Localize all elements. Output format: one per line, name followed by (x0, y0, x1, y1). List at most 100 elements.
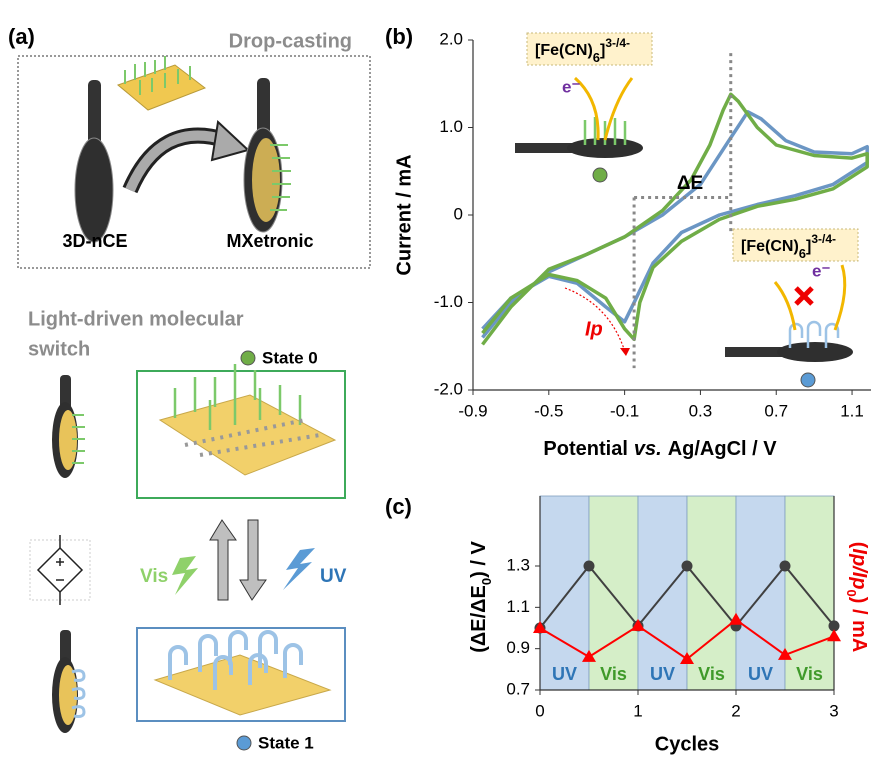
uv-bolt (283, 548, 315, 590)
y-tick-label: 0.9 (506, 638, 530, 657)
panel-label: (a) (8, 24, 35, 49)
electrode-handle (515, 143, 575, 153)
switch-title: Light-driven molecular (28, 308, 244, 330)
series-line (483, 94, 868, 344)
ip-label: Ip (585, 318, 603, 340)
electrode-state0 (52, 375, 85, 478)
block-mark (796, 288, 812, 304)
y-tick-label: 0 (454, 204, 463, 223)
x-tick-label: 1.1 (840, 401, 864, 420)
electron-path (575, 78, 632, 140)
cycle-chart: (c) UV Vis UV Vis UV Vis 0.7 0.9 1.1 1.3 0 1 2 3 Cycles… (385, 494, 870, 755)
down-arrow (240, 520, 266, 600)
y2-axis-label: (Ip/Ip0) / mA (844, 542, 870, 653)
x-tick-label: -0.1 (610, 401, 639, 420)
y-axis-label-part: 0 (479, 578, 494, 585)
product-label: MXetronic (226, 231, 313, 251)
band-label: UV (552, 664, 577, 684)
electrode-label: 3D-nCE (62, 231, 127, 251)
state1-lattice (155, 632, 330, 715)
mxene-flake (118, 56, 205, 110)
state1-dot (237, 736, 251, 750)
band (785, 496, 834, 690)
x-axis-label: Potential vs. Ag/AgCl / V (543, 438, 777, 460)
electron-label: e⁻ (562, 77, 580, 96)
band (589, 496, 638, 690)
point (780, 561, 791, 572)
electrode-state1 (52, 630, 84, 733)
cv-chart: (b) 2.0 1.0 0 -1.0 -2.0 -0.9 -0.5 -0.1 0.3 0.7 1.1 Δ… (385, 24, 871, 460)
uv-label: UV (320, 566, 347, 587)
y-axis-label-part: (ΔE/ΔE (468, 585, 490, 653)
vis-label: Vis (140, 566, 168, 587)
ip-arrowhead (620, 348, 630, 356)
band-label: Vis (698, 664, 725, 684)
electron-label: e⁻ (812, 261, 830, 280)
y-tick-label: -2.0 (434, 379, 463, 398)
electrode-disk (777, 342, 853, 362)
y-tick-label: -1.0 (434, 292, 463, 311)
electrode-handle (725, 347, 785, 357)
band-label: UV (650, 664, 675, 684)
y2-axis-label-part: Ip/Ip (848, 548, 870, 589)
drop-casting-title: Drop-casting (229, 30, 352, 52)
y-tick-label: 1.0 (439, 117, 463, 136)
y2-axis-label-part: ) / mA (848, 597, 870, 653)
page: (a) Drop-casting 3D-nCE MXetronic Light-… (0, 0, 880, 763)
x-tick-label: -0.5 (534, 401, 563, 420)
x-tick-label: 1 (633, 701, 642, 720)
y-tick-label: 1.1 (506, 597, 530, 616)
band-label: UV (748, 664, 773, 684)
complex-label-part: 3-/4- (811, 232, 836, 246)
x-axis-label-part: Potential (543, 438, 627, 460)
x-axis-label-part: Ag/AgCl / V (668, 438, 778, 460)
x-axis-label-part: vs. (634, 438, 662, 460)
circuit-symbol (30, 535, 90, 605)
point (584, 561, 595, 572)
delta-e-label: ΔE (677, 173, 703, 194)
x-tick-label: -0.9 (458, 401, 487, 420)
x-tick-label: 0 (535, 701, 544, 720)
band-label: Vis (796, 664, 823, 684)
complex-label-part: 3-/4- (605, 36, 630, 50)
electron-path (775, 265, 845, 330)
band (736, 496, 785, 690)
state0-dot (241, 351, 255, 365)
vis-bolt (172, 556, 198, 595)
up-arrow (210, 520, 236, 600)
x-tick-label: 2 (731, 701, 740, 720)
y-axis-label: (ΔE/ΔE0) / V (468, 541, 494, 653)
y-tick-label: 1.3 (506, 555, 530, 574)
band (638, 496, 687, 690)
panel-label: (b) (385, 24, 413, 49)
band (540, 496, 589, 690)
state1-dot (801, 373, 815, 387)
x-tick-label: 3 (829, 701, 838, 720)
y-tick-label: 2.0 (439, 29, 463, 48)
band (687, 496, 736, 690)
x-tick-label: 0.3 (689, 401, 713, 420)
complex-label-part: [Fe(CN) (535, 42, 593, 59)
electrode-bare (75, 80, 113, 242)
complex-label-part: 6 (593, 50, 600, 65)
x-tick-label: 0.7 (764, 401, 788, 420)
state0-dot (593, 168, 607, 182)
y-axis-label: Current / mA (393, 154, 415, 275)
complex-label-part: [Fe(CN) (741, 238, 799, 255)
y-axis-label-part: ) / V (468, 541, 490, 578)
state1-label: State 1 (258, 733, 314, 752)
panel-label: (c) (385, 494, 412, 519)
electrode-modified (244, 78, 291, 232)
y-tick-label: 0.7 (506, 679, 530, 698)
figure: (a) Drop-casting 3D-nCE MXetronic Light-… (0, 0, 880, 758)
complex-label-part: 6 (799, 246, 806, 261)
point (682, 561, 693, 572)
band-label: Vis (600, 664, 627, 684)
y2-axis-label-part: 0 (844, 589, 859, 596)
state0-label: State 0 (262, 348, 318, 367)
guide-line (634, 53, 731, 368)
process-arrow (130, 122, 248, 190)
switch-title: switch (28, 338, 90, 360)
x-axis-label: Cycles (655, 733, 720, 755)
state0-lattice (160, 364, 335, 475)
